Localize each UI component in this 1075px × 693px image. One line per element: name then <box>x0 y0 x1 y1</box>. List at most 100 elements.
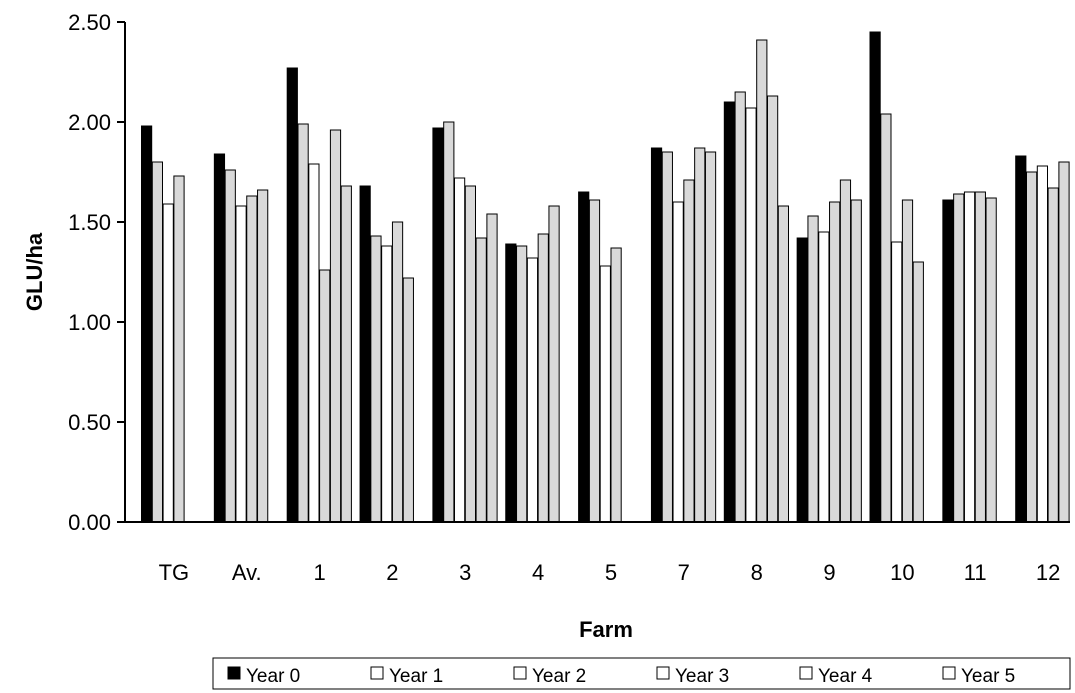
bar-year-3-farm-av <box>246 195 258 523</box>
bar-year-1-farm-3 <box>443 121 455 523</box>
bar-year-2-farm-1 <box>308 163 320 523</box>
bar-year-3-farm-7 <box>683 179 695 523</box>
bar-year-1-farm-10 <box>880 113 892 523</box>
x-tick-label: TG <box>159 560 190 585</box>
bar-year-4-farm-1 <box>329 129 342 523</box>
bar-year-0-farm-2 <box>359 185 371 523</box>
bar-year-3-farm-12 <box>1047 187 1059 523</box>
x-axis-title: Farm <box>579 617 633 642</box>
bar-year-2-farm-3 <box>454 177 466 523</box>
legend-label-year-5: Year 5 <box>961 666 1015 687</box>
x-tick-label: 8 <box>751 560 763 585</box>
bar-year-0-farm-4 <box>505 243 517 523</box>
bar-year-0-farm-7 <box>650 147 663 523</box>
bar-year-0-farm-5 <box>578 191 590 523</box>
x-tick-label: 11 <box>964 560 987 585</box>
bar-year-0-farm-9 <box>796 237 808 523</box>
legend-label-year-2: Year 2 <box>532 666 586 687</box>
bar-year-4-farm-3 <box>475 237 487 523</box>
y-axis: 0.00 0.50 1.00 1.50 2.00 2.50 <box>68 10 126 535</box>
legend-swatch-year-2 <box>513 666 527 680</box>
x-tick-label: 1 <box>313 560 325 585</box>
bar-year-0-farm-10 <box>869 31 881 523</box>
bar-year-3-farm-2 <box>391 221 404 523</box>
x-tick-label: 3 <box>459 560 471 585</box>
bar-year-0-farm-tg <box>141 125 153 523</box>
bar-year-4-farm-7 <box>694 147 706 523</box>
legend-swatch-year-1 <box>370 666 384 680</box>
legend-box <box>212 657 1071 690</box>
bar-year-3-farm-8 <box>756 39 768 523</box>
bar-year-5-farm-1 <box>340 185 352 523</box>
x-tick-label: Av. <box>232 560 262 585</box>
bar-year-4-farm-av <box>257 189 269 523</box>
bar-year-2-farm-2 <box>381 245 393 523</box>
bar-year-3-farm-tg <box>173 175 185 523</box>
bar-year-0-farm-8 <box>723 101 735 523</box>
x-tick-label: 10 <box>890 560 914 585</box>
y-tick-label: 2.00 <box>68 110 111 135</box>
legend-swatch-year-4 <box>799 666 813 680</box>
x-tick-label: 2 <box>386 560 398 585</box>
y-tick-label: 2.50 <box>68 10 111 35</box>
legend-label-year-1: Year 1 <box>389 666 443 687</box>
legend-label-year-4: Year 4 <box>818 666 873 687</box>
y-tick-label: 1.50 <box>68 210 111 235</box>
y-tick-label: 0.50 <box>68 410 111 435</box>
bar-year-0-farm-3 <box>432 127 444 523</box>
bar-year-3-farm-10 <box>901 199 914 523</box>
legend-label-year-3: Year 3 <box>675 666 729 687</box>
bar-year-2-farm-7 <box>672 201 684 523</box>
bar-year-4-farm-9 <box>839 179 852 523</box>
x-axis: TG Av. 1 2 3 4 5 7 8 9 10 11 12 <box>125 521 1070 585</box>
legend-swatch-year-5 <box>942 666 956 680</box>
bar-year-2-farm-10 <box>891 241 903 523</box>
bar-year-4-farm-2 <box>402 277 414 523</box>
bar-year-2-farm-4 <box>526 257 539 523</box>
legend-swatch-year-3 <box>656 666 670 680</box>
bar-year-1-farm-2 <box>370 235 382 523</box>
bar-year-4-farm-12 <box>1058 161 1070 523</box>
bar-year-1-farm-11 <box>953 193 965 523</box>
bar-year-2-farm-9 <box>818 231 830 523</box>
bar-year-1-farm-9 <box>807 215 819 523</box>
bar-year-1-farm-8 <box>734 91 746 523</box>
bar-year-1-farm-tg <box>151 161 164 523</box>
y-tick-label: 1.00 <box>68 310 111 335</box>
bar-year-0-farm-1 <box>286 67 298 523</box>
y-tick-label: 0.00 <box>68 510 111 535</box>
bar-year-1-farm-5 <box>588 199 601 523</box>
bar-year-1-farm-4 <box>516 245 528 523</box>
bar-year-1-farm-1 <box>297 123 309 523</box>
bar-year-2-farm-tg <box>162 203 174 523</box>
bar-year-3-farm-1 <box>319 269 331 523</box>
bar-year-2-farm-8 <box>745 107 757 523</box>
bar-year-5-farm-8 <box>777 205 789 523</box>
bar-year-3-farm-11 <box>974 191 986 523</box>
x-tick-label: 12 <box>1036 560 1060 585</box>
bar-year-5-farm-7 <box>704 151 717 523</box>
x-tick-label: 4 <box>532 560 544 585</box>
bar-year-3-farm-4 <box>537 233 549 523</box>
bar-year-3-farm-9 <box>829 201 841 523</box>
x-tick-label: 9 <box>823 560 835 585</box>
x-tick-label: 7 <box>678 560 690 585</box>
legend-swatch-year-0 <box>227 666 241 680</box>
bar-year-4-farm-11 <box>985 197 997 523</box>
bar-year-2-farm-5 <box>599 265 611 523</box>
legend: Year 0 Year 1 Year 2 Year 3 Year 4 Year 5 <box>212 657 1071 690</box>
bar-year-5-farm-3 <box>486 213 498 523</box>
bar-year-3-farm-3 <box>464 185 476 523</box>
bar-year-1-farm-av <box>224 169 236 523</box>
bar-year-4-farm-8 <box>767 95 779 523</box>
y-axis-title: GLU/ha <box>22 232 47 311</box>
bar-year-1-farm-12 <box>1026 171 1038 523</box>
bar-year-1-farm-7 <box>661 151 673 523</box>
x-tick-label: 5 <box>605 560 617 585</box>
bars-group <box>141 31 1070 523</box>
bar-year-4-farm-4 <box>548 205 560 523</box>
bar-year-2-farm-12 <box>1036 165 1049 523</box>
bar-year-5-farm-9 <box>850 199 862 523</box>
bar-year-2-farm-11 <box>963 191 976 523</box>
